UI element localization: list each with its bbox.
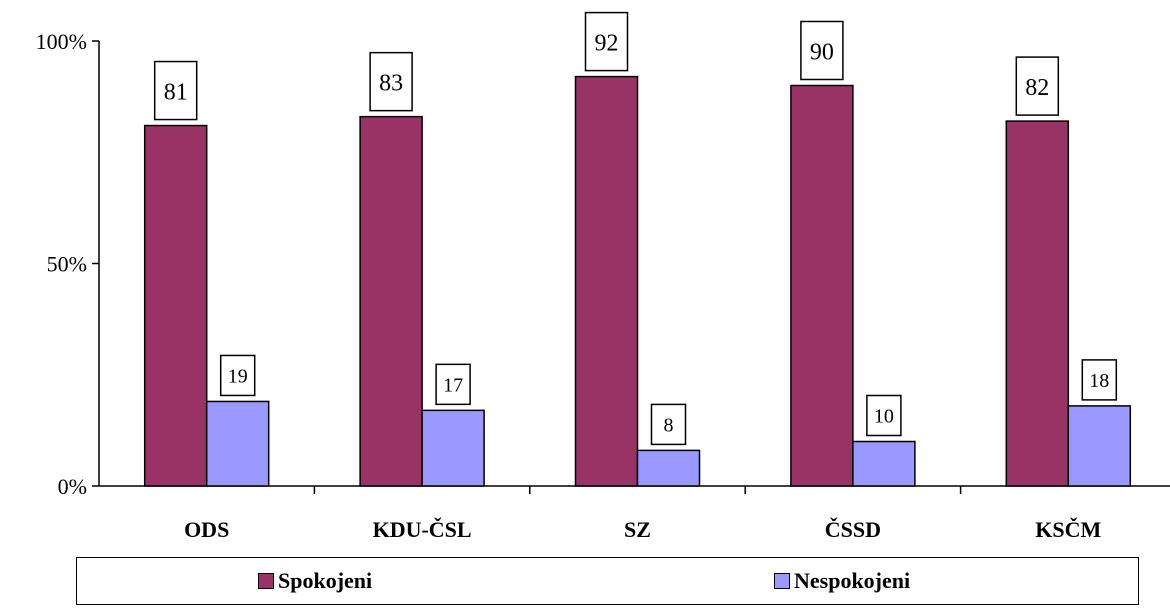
legend: Spokojeni Nespokojeni: [76, 557, 1139, 605]
data-label-box-nespokojeni: [219, 354, 256, 397]
data-label-box-spokojeni: [369, 51, 413, 112]
data-label-box-nespokojeni: [1081, 359, 1118, 401]
data-label-spokojeni: 82: [1025, 75, 1049, 101]
category-label: KSČM: [1035, 517, 1101, 542]
data-label-box-nespokojeni: [435, 363, 471, 406]
data-label-box-spokojeni: [1015, 56, 1060, 116]
data-label-spokojeni: 92: [595, 31, 619, 57]
legend-swatch-nespokojeni: [774, 573, 790, 589]
bar-spokojeni: [574, 75, 639, 487]
bar-spokojeni: [359, 115, 423, 487]
data-label-nespokojeni: 8: [664, 414, 674, 436]
data-label-box-nespokojeni: [866, 394, 902, 437]
legend-item-spokojeni: Spokojeni: [258, 568, 372, 594]
bar-nespokojeni: [852, 440, 916, 487]
data-label-box-spokojeni: [800, 20, 844, 81]
bar-nespokojeni: [1067, 405, 1132, 487]
legend-swatch-spokojeni: [258, 573, 274, 589]
data-label-spokojeni: 83: [379, 71, 403, 97]
bar-spokojeni: [143, 124, 208, 487]
data-label-nespokojeni: 18: [1089, 370, 1109, 392]
bar-nespokojeni: [205, 400, 270, 487]
data-label-nespokojeni: 19: [228, 365, 248, 387]
bar-spokojeni: [790, 84, 854, 487]
bar-nespokojeni: [421, 409, 485, 487]
legend-item-nespokojeni: Nespokojeni: [774, 568, 910, 594]
data-label-nespokojeni: 17: [443, 374, 463, 396]
category-label: ČSSD: [825, 517, 881, 542]
bar-spokojeni: [1005, 120, 1070, 487]
y-tick-label: 100%: [36, 29, 87, 54]
data-label-nespokojeni: 10: [874, 406, 894, 428]
category-label: ODS: [184, 517, 229, 542]
bar-chart: 0% 50% 100% ODS 81 19 KDU-ČSL 83 17 SZ 92 8 ČSSD 90 10…: [36, 11, 1170, 542]
legend-label-nespokojeni: Nespokojeni: [794, 568, 911, 593]
data-label-spokojeni: 90: [810, 40, 834, 66]
bar-nespokojeni: [636, 449, 701, 487]
data-label-spokojeni: 81: [164, 80, 188, 106]
category-label: SZ: [624, 517, 651, 542]
legend-label-spokojeni: Spokojeni: [278, 568, 373, 593]
y-tick-label: 50%: [47, 252, 87, 277]
data-label-box-spokojeni: [153, 60, 198, 121]
data-label-box-nespokojeni: [650, 403, 687, 446]
y-tick-label: 0%: [58, 474, 87, 499]
category-label: KDU-ČSL: [373, 517, 472, 542]
data-label-box-spokojeni: [584, 11, 629, 72]
